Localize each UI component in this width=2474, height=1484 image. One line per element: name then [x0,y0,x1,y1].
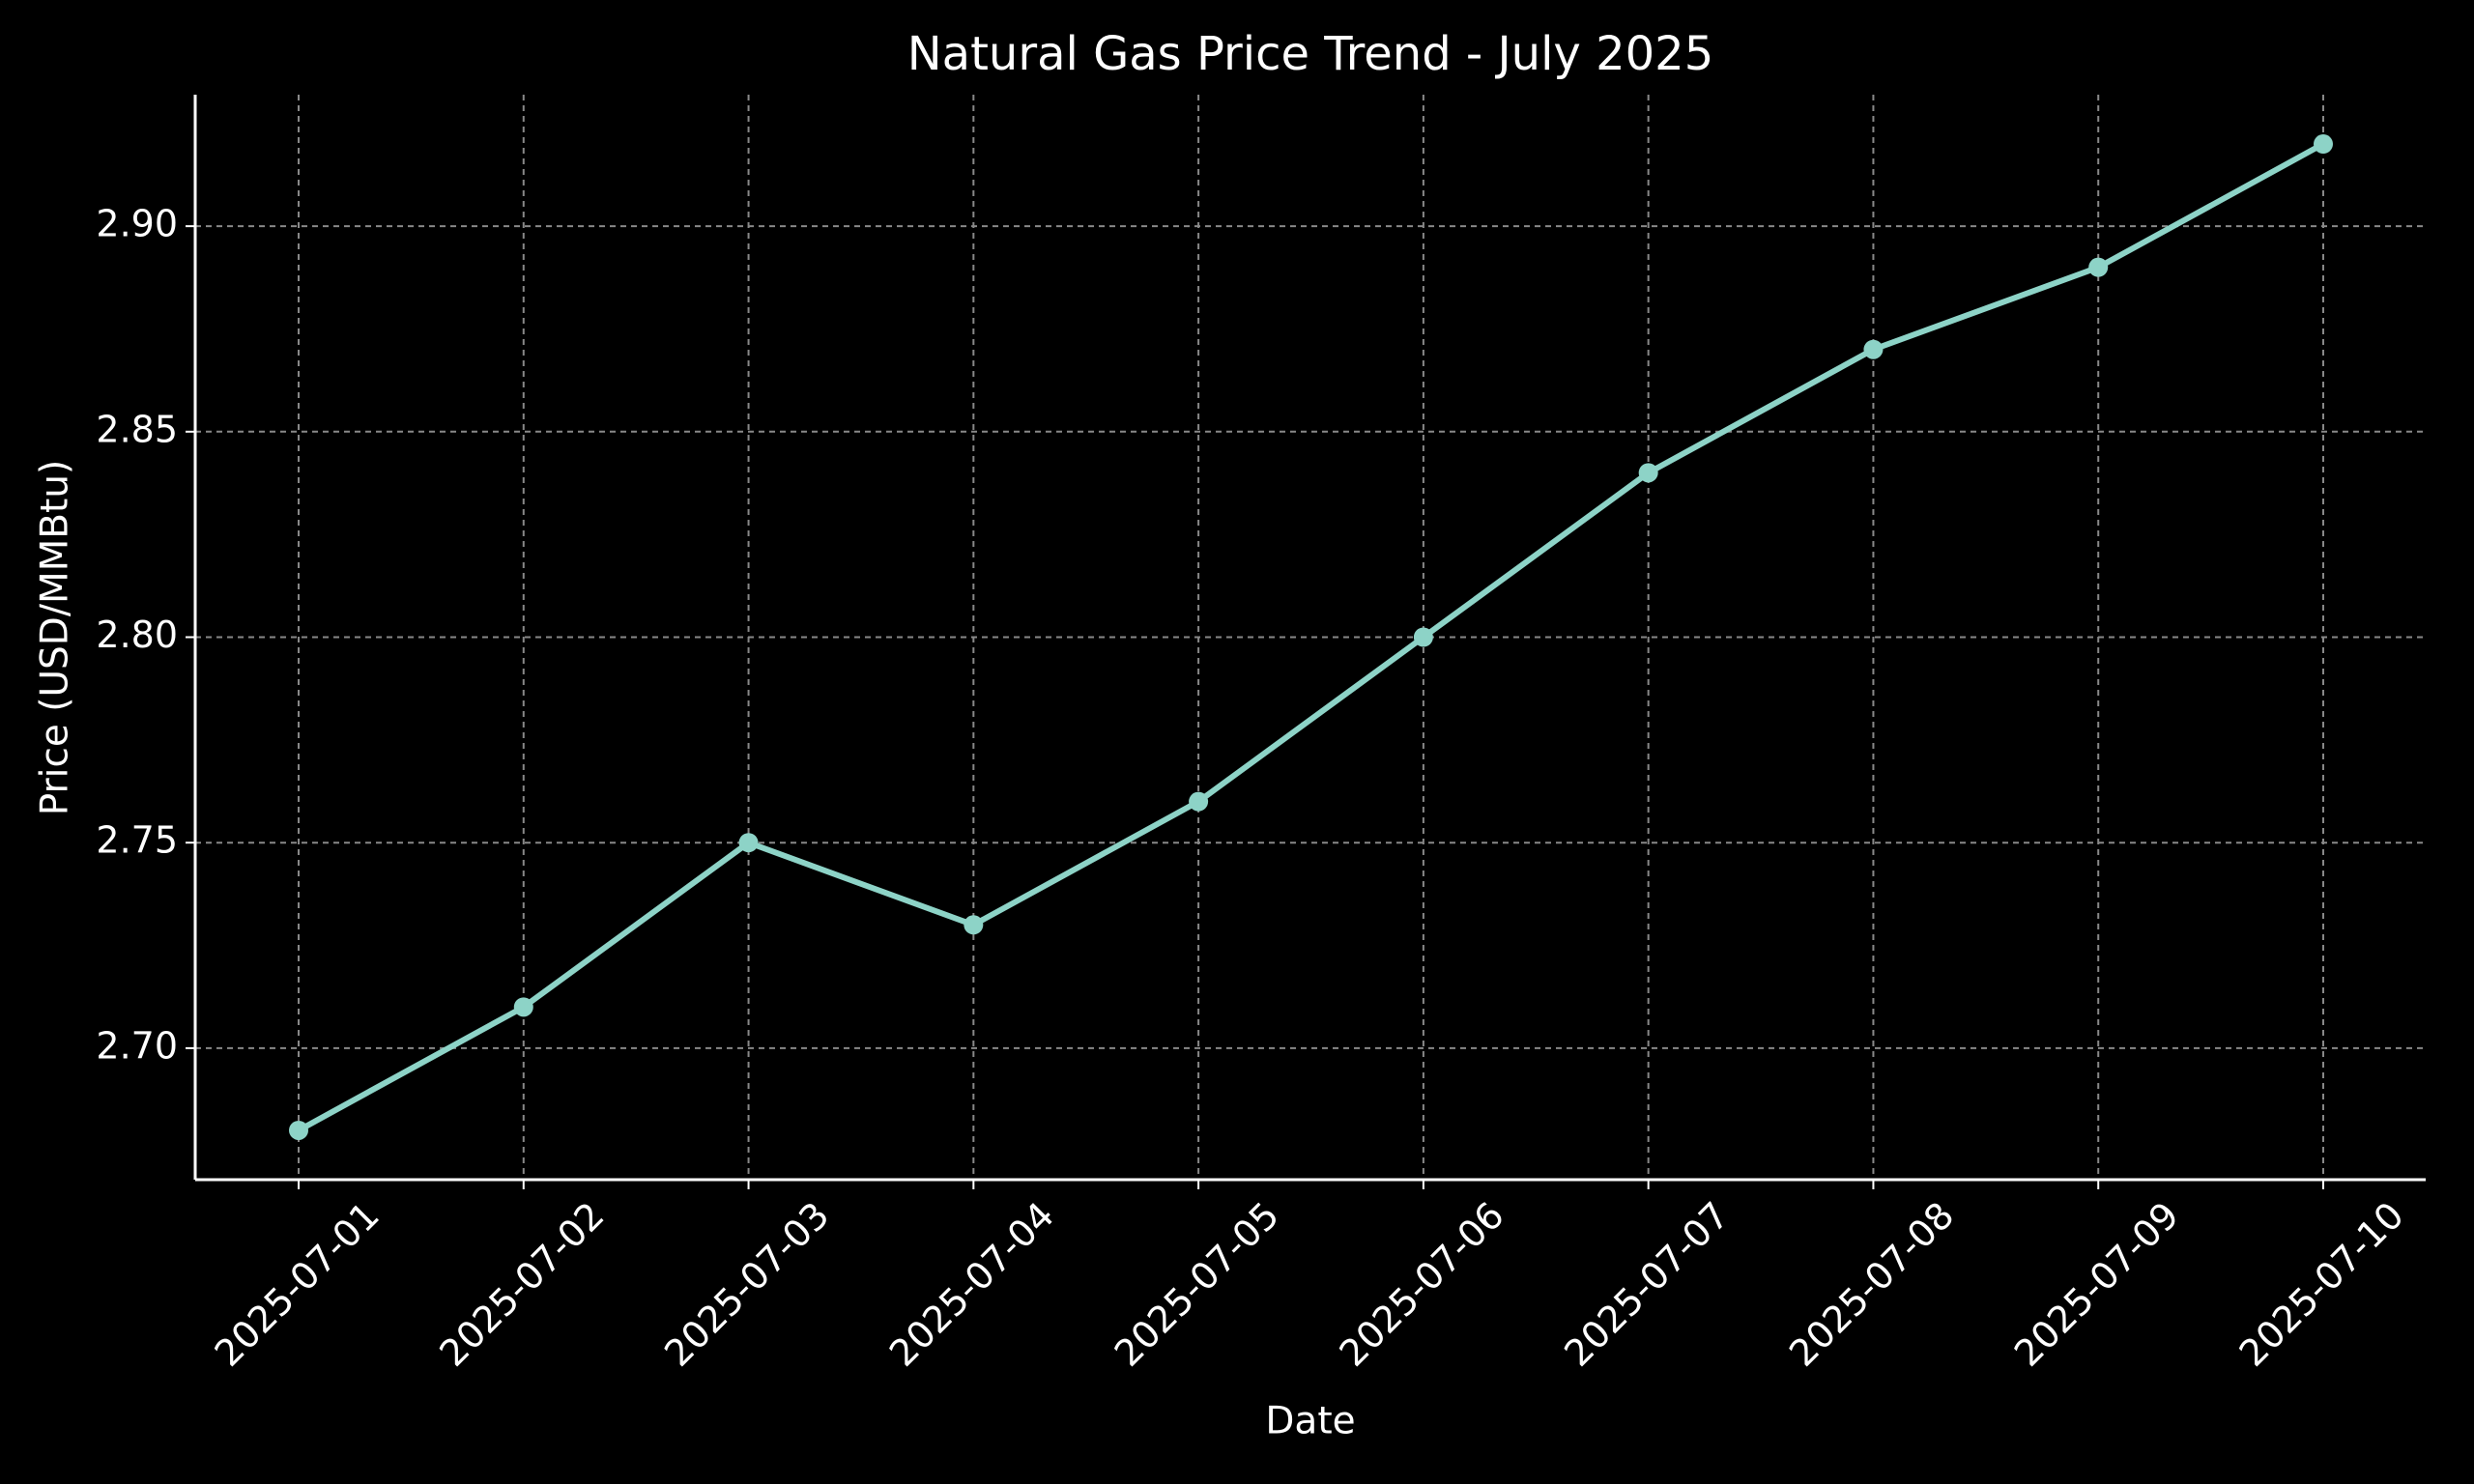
y-tick-label: 2.80 [96,614,178,656]
y-tick-label: 2.90 [96,203,178,245]
price-line [297,141,2325,1133]
y-axis-label: Price (USD/MMBtu) [34,460,77,816]
data-point [289,1120,308,1140]
chart-title: Natural Gas Price Trend - July 2025 [907,27,1713,81]
x-axis-label: Date [1265,1400,1355,1443]
data-point [2314,134,2333,155]
y-tick-label: 2.85 [96,408,178,450]
data-point [513,997,533,1017]
data-point [738,833,759,853]
data-point [2088,257,2109,277]
data-point [1638,463,1658,483]
data-point [964,915,984,935]
data-point [1413,627,1433,647]
data-point [1189,791,1209,812]
y-tick-label: 2.70 [96,1024,178,1067]
data-point [1863,339,1884,359]
y-tick-label: 2.75 [96,819,178,862]
